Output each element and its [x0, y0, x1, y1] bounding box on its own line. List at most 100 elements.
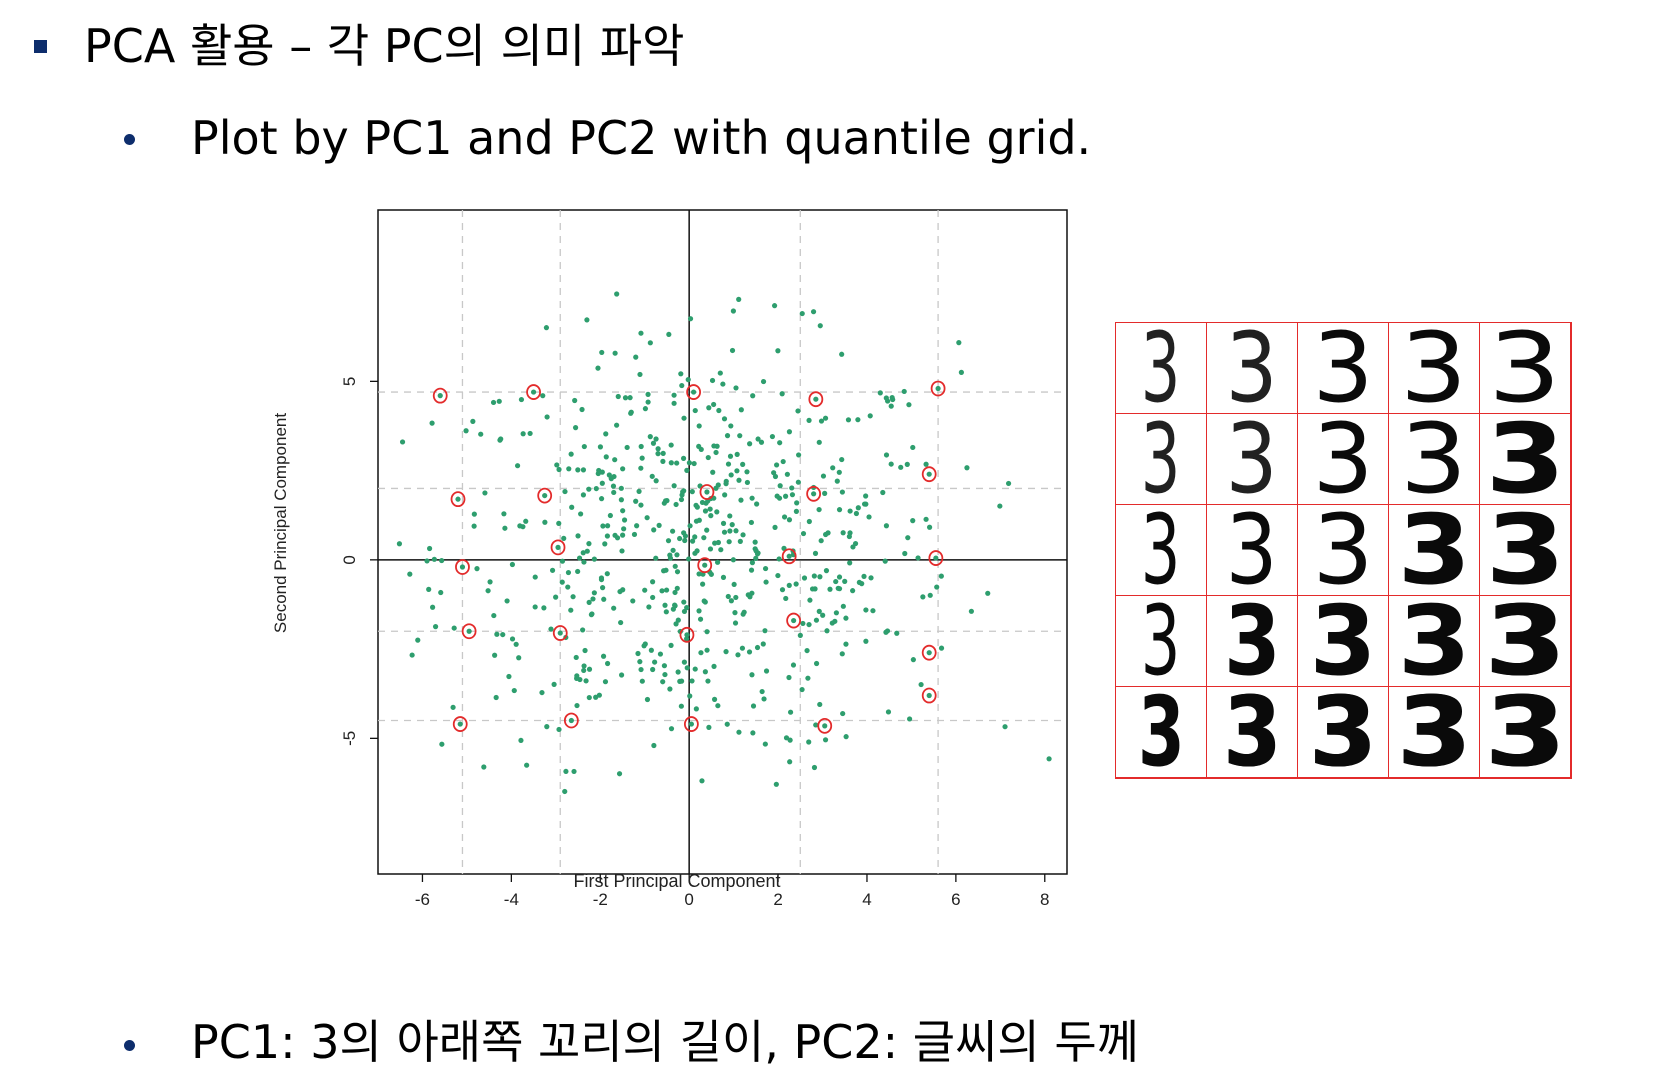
scatter-point	[728, 423, 734, 429]
scatter-point	[642, 641, 648, 647]
scatter-point	[736, 729, 742, 735]
scatter-point	[817, 323, 823, 329]
scatter-point	[496, 398, 502, 404]
scatter-point	[666, 331, 672, 338]
scatter-point	[787, 709, 794, 715]
scatter-point	[575, 568, 581, 575]
scatter-point	[671, 400, 677, 406]
scatter-point	[548, 626, 554, 632]
scatter-point	[583, 678, 589, 684]
scatter-point	[672, 602, 678, 608]
digit-glyph: 3	[1226, 414, 1278, 505]
scatter-point	[701, 598, 707, 604]
scatter-point	[705, 454, 711, 461]
scatter-point	[580, 467, 587, 473]
scatter-point	[590, 596, 596, 602]
scatter-point	[721, 529, 728, 535]
scatter-point	[839, 351, 845, 357]
scatter-point	[888, 403, 894, 409]
digit-glyph: 3	[1226, 505, 1278, 596]
scatter-point	[668, 642, 674, 648]
scatter-point	[910, 657, 916, 663]
scatter-point	[714, 559, 721, 565]
scatter-point	[646, 604, 652, 610]
scatter-point	[652, 659, 658, 665]
scatter-point	[691, 389, 697, 395]
scatter-point	[708, 513, 714, 519]
scatter-point	[702, 562, 708, 568]
scatter-point	[630, 598, 636, 604]
digit-cell: 3	[1298, 596, 1389, 687]
scatter-point	[754, 551, 761, 557]
scatter-point	[482, 490, 488, 496]
scatter-point	[576, 555, 583, 561]
scatter-point	[842, 578, 848, 584]
scatter-point	[794, 500, 800, 506]
scatter-point	[603, 431, 609, 437]
scatter-point	[822, 490, 828, 496]
scatter-point	[760, 641, 766, 647]
scatter-point	[455, 496, 461, 502]
scatter-point	[601, 596, 607, 602]
scatter-point	[647, 340, 653, 346]
scatter-point	[426, 545, 433, 552]
scatter-point	[431, 556, 437, 562]
scatter-point	[759, 688, 765, 695]
scatter-point	[655, 451, 661, 457]
scatter-point	[694, 504, 700, 510]
scatter-point	[859, 581, 865, 587]
scatter-point	[581, 559, 587, 565]
scatter-point	[711, 443, 717, 449]
scatter-point	[715, 539, 721, 546]
scatter-point	[579, 406, 585, 413]
scatter-point	[657, 651, 664, 657]
scatter-point	[820, 612, 826, 618]
scatter-point	[702, 508, 709, 514]
scatter-point	[686, 460, 692, 466]
scatter-point	[760, 378, 767, 385]
digit-glyph: 3	[1484, 505, 1566, 596]
scatter-point	[997, 503, 1003, 509]
scatter-point	[681, 530, 687, 536]
scatter-point	[681, 415, 687, 421]
scatter-point	[424, 558, 430, 564]
scatter-point	[700, 581, 706, 587]
scatter-point	[863, 638, 869, 644]
scatter-point	[437, 393, 443, 399]
scatter-point	[466, 628, 472, 634]
digit-glyph: 3	[1309, 687, 1377, 778]
scatter-point	[750, 703, 757, 709]
scatter-point	[901, 388, 907, 395]
scatter-point	[883, 395, 889, 401]
scatter-point	[619, 548, 625, 554]
scatter-point	[586, 666, 593, 672]
scatter-point	[728, 598, 734, 604]
scatter-point	[726, 539, 732, 545]
quantile-point-circle	[921, 687, 937, 704]
scatter-point	[733, 594, 739, 601]
scatter-point	[675, 617, 681, 623]
scatter-point	[786, 429, 793, 435]
scatter-point	[769, 433, 776, 440]
scatter-point	[671, 392, 677, 398]
digit-cell: 3	[1480, 323, 1571, 414]
scatter-point	[923, 516, 929, 522]
digit-cell: 3	[1116, 323, 1207, 414]
scatter-point	[731, 581, 737, 588]
scatter-point	[686, 556, 692, 562]
y-tick-label: 5	[340, 377, 359, 386]
scatter-point	[733, 528, 739, 534]
scatter-point	[836, 586, 843, 592]
scatter-point	[727, 528, 733, 534]
scatter-point	[698, 650, 704, 656]
scatter-point	[663, 587, 670, 593]
scatter-point	[754, 501, 760, 507]
scatter-point	[836, 574, 843, 580]
scatter-point	[852, 540, 859, 547]
scatter-point	[855, 505, 861, 511]
digit-cell: 3	[1207, 323, 1298, 414]
quantile-point-circle	[432, 387, 448, 404]
scatter-point	[426, 586, 432, 592]
scatter-point	[868, 575, 874, 581]
